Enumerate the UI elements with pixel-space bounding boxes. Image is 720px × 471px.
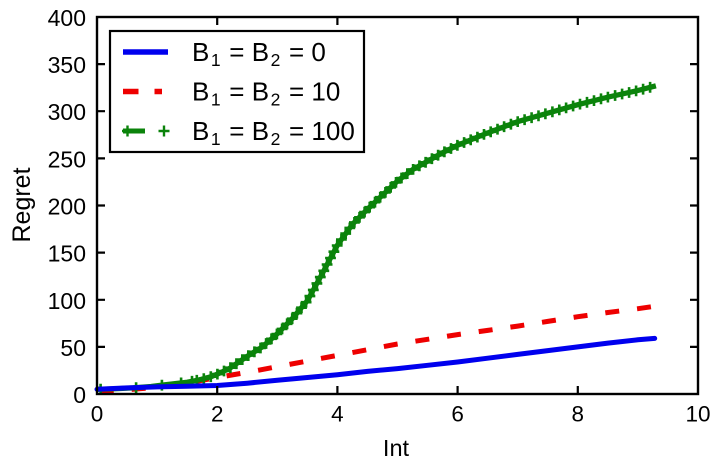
- svg-text:300: 300: [48, 99, 86, 125]
- svg-text:200: 200: [48, 194, 86, 220]
- svg-text:Int: Int: [383, 435, 410, 461]
- svg-text:0: 0: [91, 402, 104, 427]
- svg-text:10: 10: [685, 402, 710, 427]
- svg-text:250: 250: [48, 146, 86, 172]
- svg-text:2: 2: [211, 402, 224, 427]
- svg-text:350: 350: [48, 52, 86, 78]
- svg-text:6: 6: [451, 402, 464, 427]
- svg-text:Regret: Regret: [8, 167, 36, 242]
- svg-text:8: 8: [572, 402, 585, 427]
- svg-text:100: 100: [48, 288, 86, 314]
- svg-text:B1 = B2 = 0: B1 = B2 = 0: [192, 37, 326, 70]
- svg-text:150: 150: [48, 241, 86, 267]
- svg-text:50: 50: [60, 335, 86, 361]
- svg-text:4: 4: [331, 402, 344, 427]
- svg-text:0: 0: [73, 382, 86, 408]
- svg-text:B1 = B2 = 10: B1 = B2 = 10: [192, 77, 340, 110]
- svg-text:400: 400: [48, 5, 86, 31]
